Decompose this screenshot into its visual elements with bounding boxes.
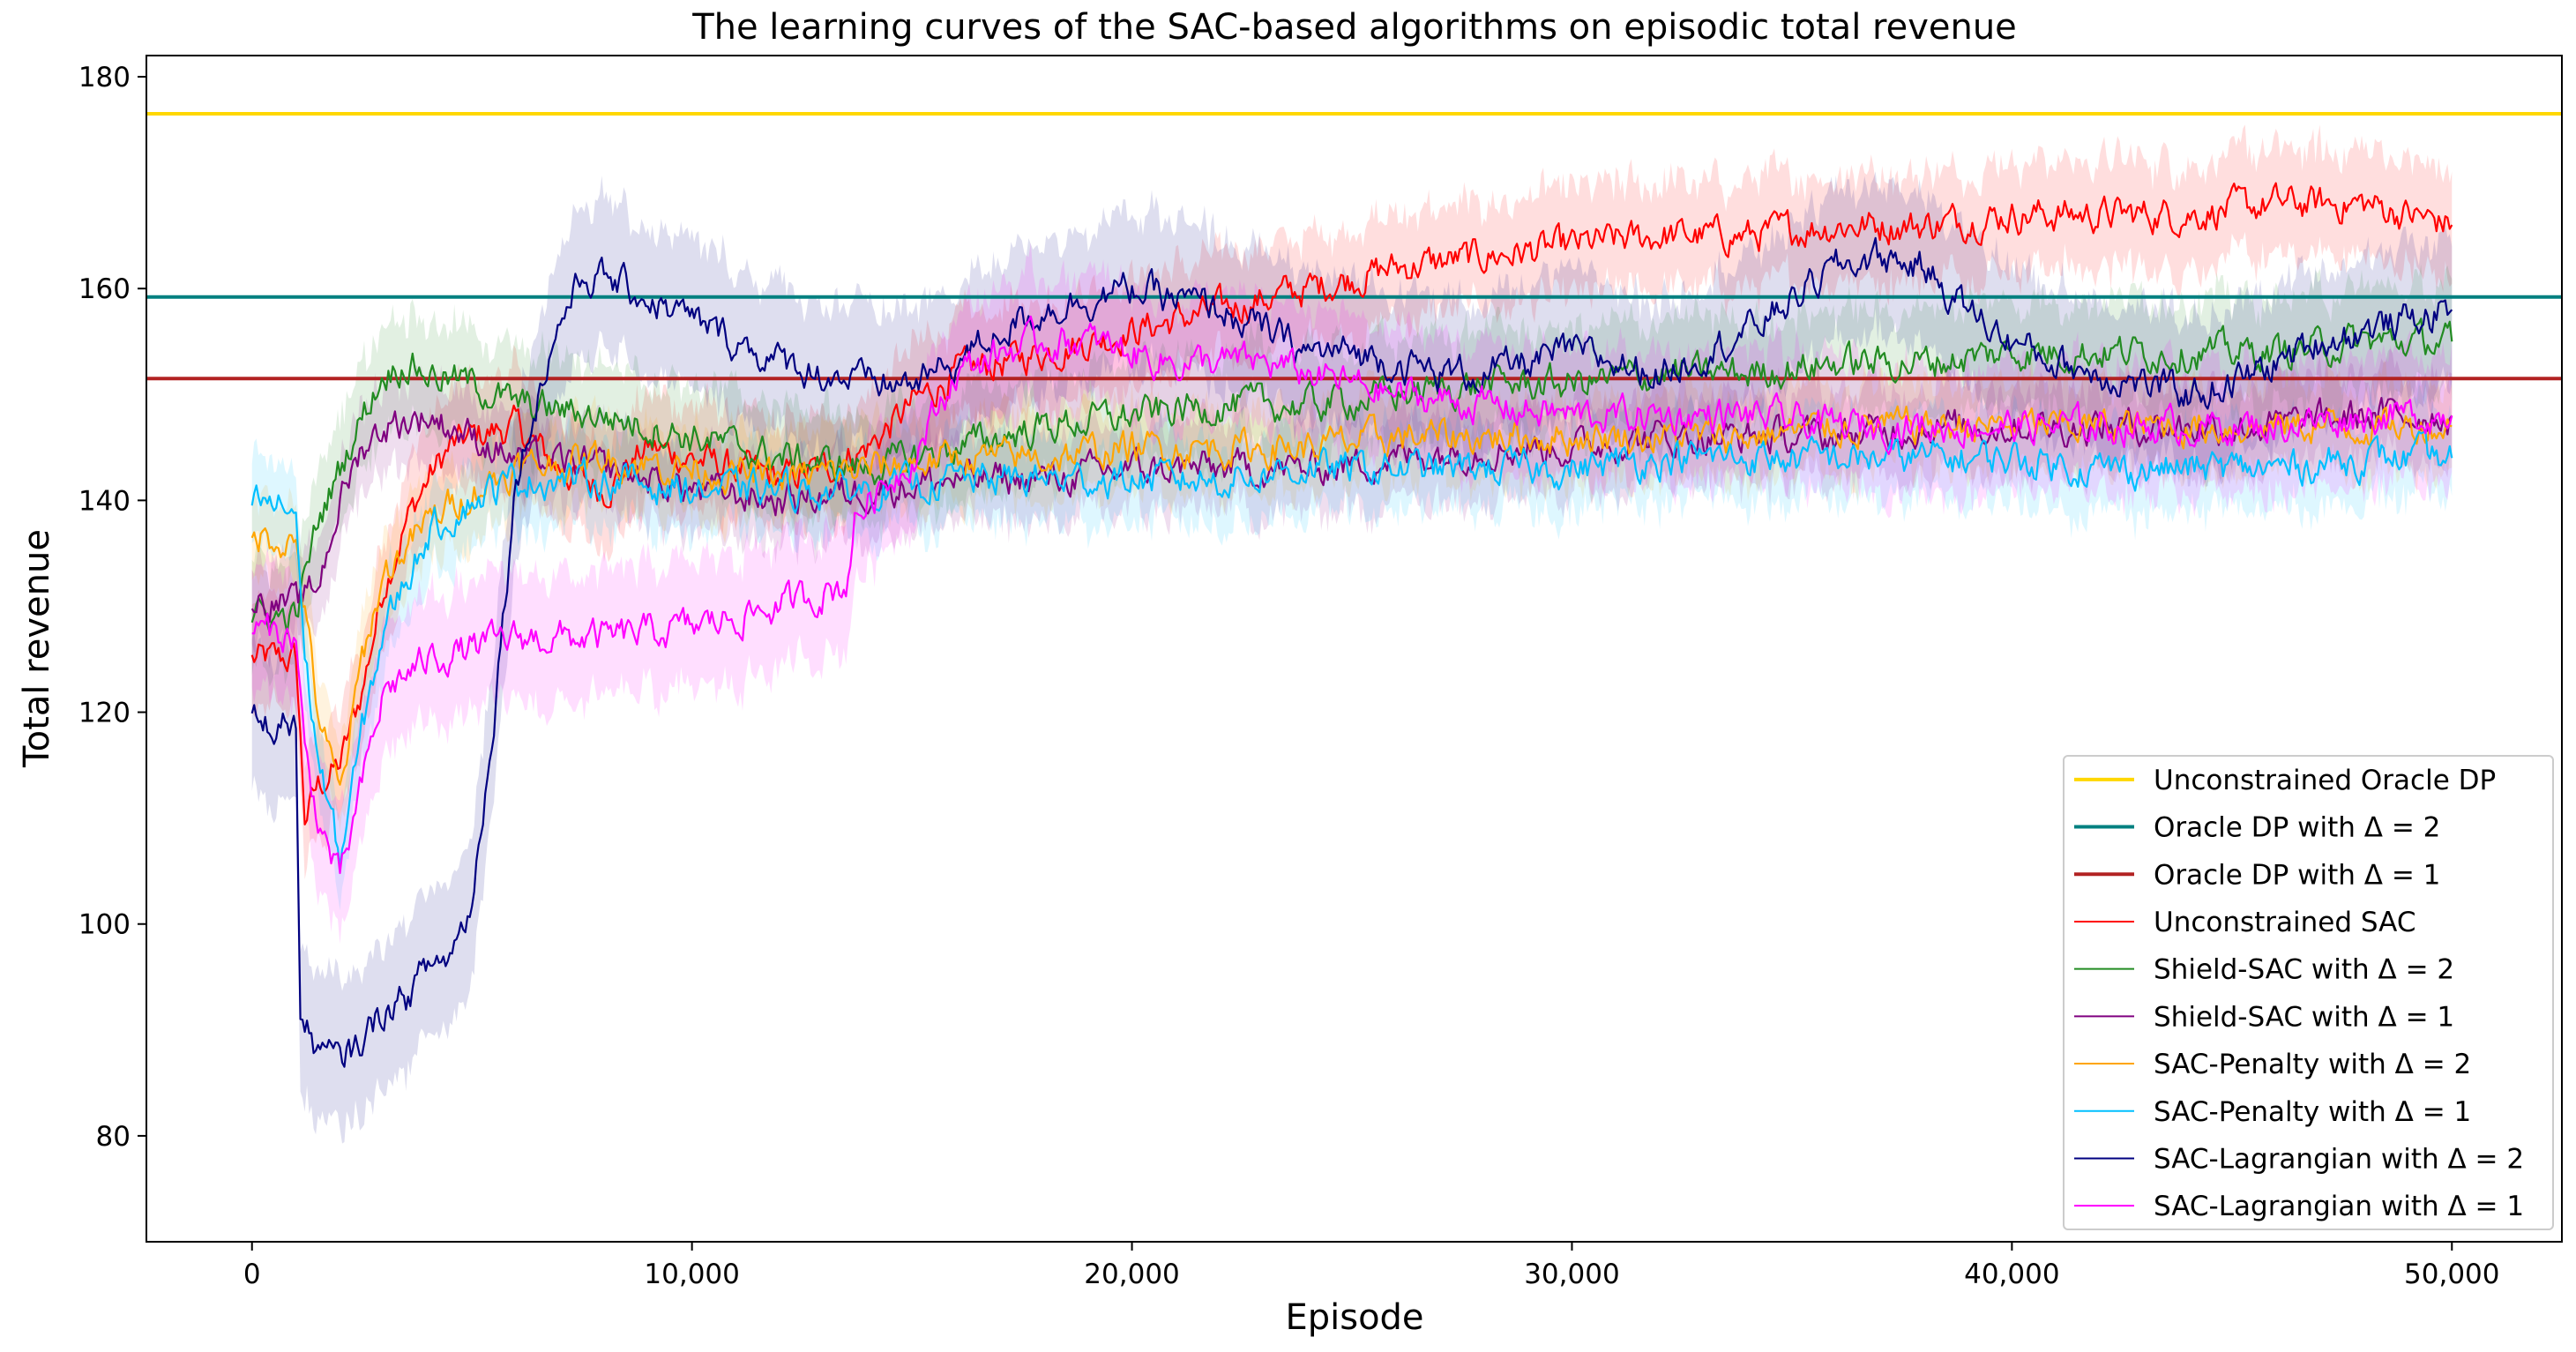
x-tick-label: 50,000 bbox=[2404, 1259, 2499, 1290]
band-sac-penalty-with-2 bbox=[251, 355, 2453, 833]
series-line-sac-penalty-with-1 bbox=[250, 429, 2453, 869]
y-tick-label: 160 bbox=[78, 273, 131, 305]
band-sac-penalty-with-1 bbox=[251, 379, 2453, 911]
legend-label: SAC-Lagrangian with Δ = 2 bbox=[2154, 1143, 2524, 1175]
x-tick-label: 10,000 bbox=[644, 1259, 739, 1290]
x-tick-label: 20,000 bbox=[1084, 1259, 1179, 1290]
chart-title: The learning curves of the SAC-based alg… bbox=[691, 7, 2017, 48]
band-shield-sac-with-1 bbox=[251, 348, 2453, 669]
series-line-sac-penalty-with-2 bbox=[250, 405, 2453, 786]
series-line-shield-sac-with-2 bbox=[250, 317, 2453, 635]
x-axis-label: Episode bbox=[1285, 1297, 1423, 1338]
series-line-sac-lagrangian-with-2 bbox=[250, 236, 2453, 1068]
y-tick-label: 120 bbox=[78, 698, 131, 729]
legend-label: Unconstrained SAC bbox=[2154, 907, 2415, 938]
legend-label: SAC-Lagrangian with Δ = 1 bbox=[2154, 1191, 2524, 1222]
legend-label: Unconstrained Oracle DP bbox=[2154, 765, 2496, 796]
x-tick-label: 30,000 bbox=[1524, 1259, 1619, 1290]
y-tick-label: 180 bbox=[78, 62, 131, 93]
series-line-sac-lagrangian-with-1 bbox=[251, 315, 2453, 875]
legend-label: Shield-SAC with Δ = 1 bbox=[2154, 1001, 2454, 1033]
legend-label: Oracle DP with Δ = 2 bbox=[2154, 812, 2440, 844]
band-shield-sac-with-2 bbox=[251, 264, 2453, 687]
y-axis-label: Total revenue bbox=[17, 529, 57, 768]
x-tick-label: 40,000 bbox=[1964, 1259, 2059, 1290]
y-tick-label: 140 bbox=[78, 485, 131, 517]
legend-label: Shield-SAC with Δ = 2 bbox=[2154, 954, 2454, 986]
band-sac-lagrangian-with-2 bbox=[251, 171, 2453, 1144]
legend-label: SAC-Penalty with Δ = 2 bbox=[2154, 1049, 2471, 1080]
x-tick-label: 0 bbox=[243, 1259, 261, 1290]
y-tick-label: 80 bbox=[96, 1121, 131, 1153]
plot-area-frame bbox=[146, 55, 2563, 1243]
legend-box bbox=[2063, 755, 2554, 1230]
legend-label: SAC-Penalty with Δ = 1 bbox=[2154, 1096, 2471, 1128]
y-tick-label: 100 bbox=[78, 909, 131, 941]
legend-label: Oracle DP with Δ = 1 bbox=[2154, 859, 2440, 891]
legend: Unconstrained Oracle DP Oracle DP with Δ … bbox=[2063, 755, 2554, 1230]
